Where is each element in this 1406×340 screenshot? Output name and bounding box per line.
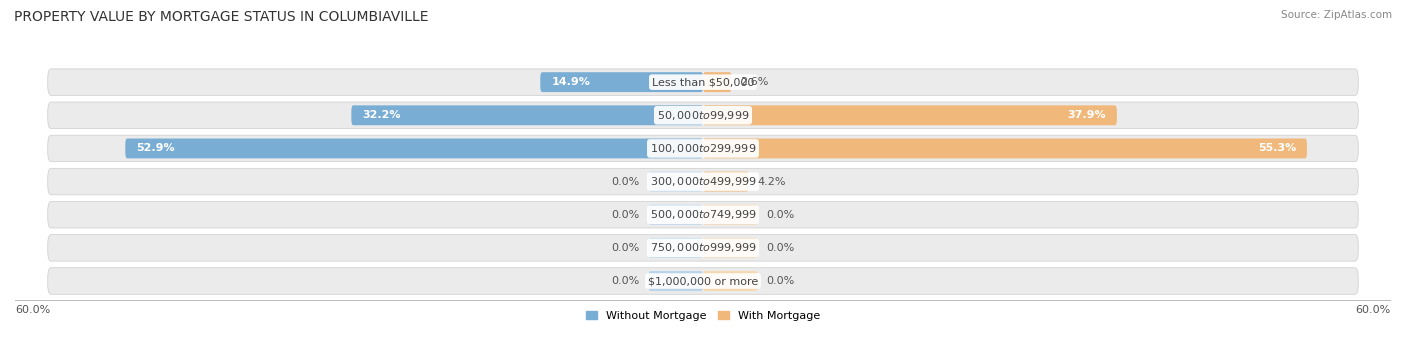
Text: 32.2%: 32.2% [363,110,401,120]
Text: 60.0%: 60.0% [1355,305,1391,315]
FancyBboxPatch shape [48,235,1358,261]
Text: 4.2%: 4.2% [758,176,786,187]
Text: Source: ZipAtlas.com: Source: ZipAtlas.com [1281,10,1392,20]
FancyBboxPatch shape [125,138,703,158]
Text: $300,000 to $499,999: $300,000 to $499,999 [650,175,756,188]
Text: 0.0%: 0.0% [766,210,794,220]
Text: 0.0%: 0.0% [766,243,794,253]
Text: 14.9%: 14.9% [551,77,591,87]
FancyBboxPatch shape [48,135,1358,162]
Text: 0.0%: 0.0% [612,276,640,286]
FancyBboxPatch shape [48,268,1358,294]
Text: $100,000 to $299,999: $100,000 to $299,999 [650,142,756,155]
Text: 0.0%: 0.0% [612,243,640,253]
Text: $500,000 to $749,999: $500,000 to $749,999 [650,208,756,221]
FancyBboxPatch shape [703,138,1308,158]
Text: 0.0%: 0.0% [766,276,794,286]
Text: Less than $50,000: Less than $50,000 [652,77,754,87]
FancyBboxPatch shape [48,69,1358,96]
FancyBboxPatch shape [648,205,703,225]
Text: 2.6%: 2.6% [740,77,769,87]
FancyBboxPatch shape [648,172,703,191]
Text: 0.0%: 0.0% [612,210,640,220]
Text: 60.0%: 60.0% [15,305,51,315]
Text: $750,000 to $999,999: $750,000 to $999,999 [650,241,756,254]
FancyBboxPatch shape [352,105,703,125]
Text: 55.3%: 55.3% [1258,143,1296,153]
FancyBboxPatch shape [648,271,703,291]
FancyBboxPatch shape [48,102,1358,129]
FancyBboxPatch shape [703,72,731,92]
FancyBboxPatch shape [648,238,703,258]
FancyBboxPatch shape [703,205,758,225]
FancyBboxPatch shape [540,72,703,92]
Text: PROPERTY VALUE BY MORTGAGE STATUS IN COLUMBIAVILLE: PROPERTY VALUE BY MORTGAGE STATUS IN COL… [14,10,429,24]
FancyBboxPatch shape [703,172,749,191]
Text: 37.9%: 37.9% [1067,110,1107,120]
Legend: Without Mortgage, With Mortgage: Without Mortgage, With Mortgage [582,306,824,325]
Text: $1,000,000 or more: $1,000,000 or more [648,276,758,286]
Text: $50,000 to $99,999: $50,000 to $99,999 [657,109,749,122]
FancyBboxPatch shape [703,238,758,258]
FancyBboxPatch shape [703,105,1116,125]
Text: 52.9%: 52.9% [136,143,174,153]
FancyBboxPatch shape [48,168,1358,195]
FancyBboxPatch shape [703,271,758,291]
Text: 0.0%: 0.0% [612,176,640,187]
FancyBboxPatch shape [48,202,1358,228]
